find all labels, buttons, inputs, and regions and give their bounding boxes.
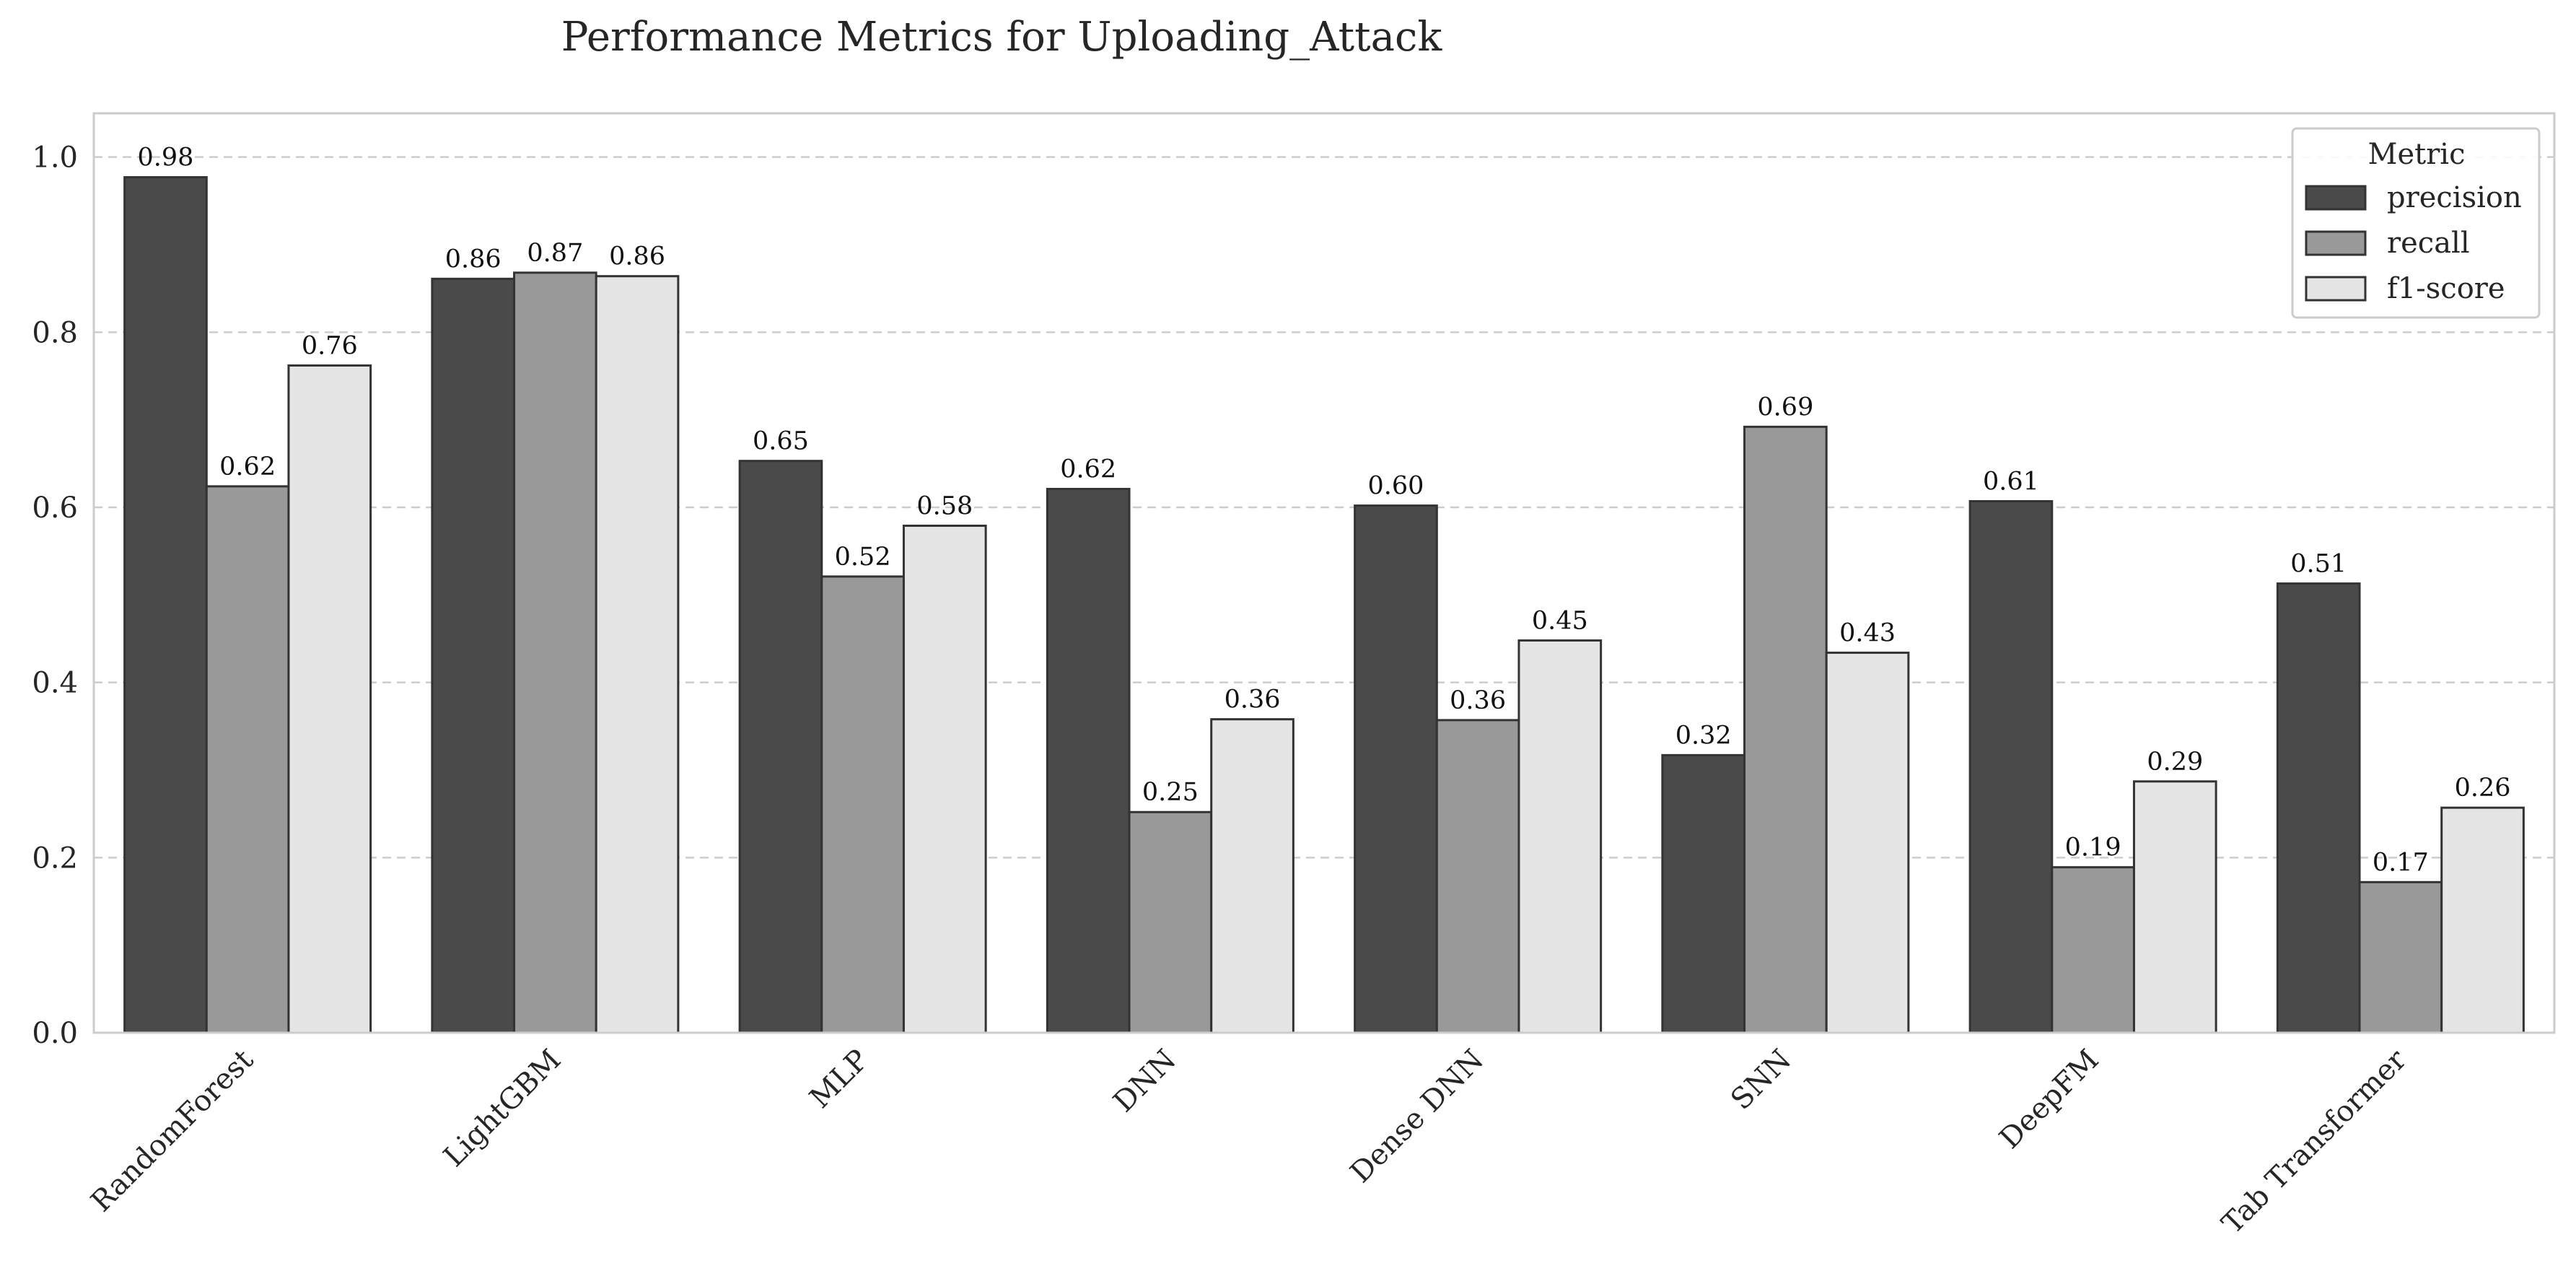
legend-items: precision recall f1-score bbox=[2305, 181, 2522, 305]
plot-frame bbox=[92, 112, 2556, 1034]
chart-title: Performance Metrics for Uploading_Attack bbox=[561, 14, 1443, 61]
x-tick-label: Dense DNN bbox=[1344, 1044, 1491, 1190]
x-axis: RandomForest LightGBM MLP DNN Dense DNN SNN De… bbox=[84, 1043, 2413, 1241]
x-tick-label: MLP bbox=[803, 1044, 875, 1115]
legend-box bbox=[2291, 127, 2541, 319]
legend-swatch-f1-score bbox=[2305, 276, 2367, 302]
data-label: 0.61 bbox=[1983, 468, 2039, 497]
bar-recall bbox=[205, 485, 290, 1034]
bars-layer bbox=[123, 176, 2525, 1034]
bar-recall bbox=[1743, 425, 1828, 1034]
data-label: 0.43 bbox=[1839, 618, 1896, 647]
y-tick-label: 0.8 bbox=[32, 316, 78, 349]
data-label: 0.98 bbox=[137, 144, 193, 172]
data-label: 0.36 bbox=[1225, 686, 1281, 714]
y-tick-label: 0.2 bbox=[32, 841, 78, 875]
data-label: 0.86 bbox=[445, 245, 501, 274]
data-label: 0.26 bbox=[2455, 774, 2511, 803]
bar-precision bbox=[1661, 753, 1746, 1034]
bar-f1-score bbox=[2440, 806, 2525, 1034]
data-label: 0.87 bbox=[527, 239, 583, 268]
bar-precision bbox=[1968, 500, 2054, 1034]
data-label: 0.52 bbox=[835, 543, 891, 572]
data-label: 0.45 bbox=[1532, 606, 1588, 635]
x-tick-label: SNN bbox=[1725, 1044, 1797, 1116]
x-tick-label: DeepFM bbox=[1993, 1044, 2105, 1155]
bar-f1-score bbox=[1210, 718, 1294, 1034]
data-label: 0.25 bbox=[1142, 778, 1199, 807]
bar-precision bbox=[2276, 582, 2361, 1034]
data-label: 0.58 bbox=[916, 491, 973, 520]
x-tick-label: DNN bbox=[1107, 1044, 1183, 1119]
data-label: 0.62 bbox=[1060, 455, 1116, 484]
bar-precision bbox=[738, 460, 823, 1034]
data-label: 0.19 bbox=[2065, 834, 2121, 862]
data-labels-layer: 0.98 0.62 0.76 0.86 0.87 0.86 0.65 0.52 0.58 0.62… bbox=[137, 144, 2510, 878]
legend-label-recall: recall bbox=[2387, 227, 2470, 260]
bar-f1-score bbox=[287, 364, 372, 1034]
bar-recall bbox=[2358, 880, 2443, 1034]
legend-label-f1-score: f1-score bbox=[2387, 272, 2505, 305]
y-tick-label: 0.0 bbox=[32, 1017, 78, 1050]
bar-f1-score bbox=[902, 524, 987, 1034]
y-axis: 0.0 0.2 0.4 0.6 0.8 1.0 bbox=[32, 141, 78, 1050]
data-label: 0.17 bbox=[2373, 848, 2429, 877]
data-label: 0.62 bbox=[219, 452, 276, 481]
bar-recall bbox=[1435, 719, 1520, 1034]
bar-f1-score bbox=[1825, 651, 1910, 1034]
legend-title: Metric bbox=[2367, 138, 2465, 171]
bar-recall bbox=[2051, 866, 2135, 1034]
bar-recall bbox=[1128, 810, 1213, 1034]
y-tick-label: 1.0 bbox=[32, 141, 78, 175]
bar-precision bbox=[1354, 504, 1438, 1034]
bar-f1-score bbox=[1517, 639, 1603, 1034]
bar-recall bbox=[513, 271, 597, 1034]
x-tick-label: Tab Transformer bbox=[2216, 1043, 2414, 1241]
legend: Metric precision recall f1-score bbox=[2291, 127, 2541, 319]
bar-f1-score bbox=[595, 275, 680, 1034]
bar-f1-score bbox=[2132, 780, 2217, 1034]
bar-precision bbox=[431, 277, 516, 1034]
data-label: 0.60 bbox=[1367, 472, 1424, 501]
y-tick-label: 0.4 bbox=[32, 667, 78, 700]
bar-precision bbox=[1046, 488, 1131, 1034]
data-label: 0.65 bbox=[753, 427, 809, 456]
data-label: 0.76 bbox=[302, 331, 358, 360]
x-tick-label: LightGBM bbox=[437, 1044, 567, 1173]
bar-recall bbox=[820, 575, 905, 1034]
legend-label-precision: precision bbox=[2387, 181, 2522, 214]
data-label: 0.86 bbox=[609, 242, 665, 271]
data-label: 0.32 bbox=[1675, 721, 1732, 750]
data-label: 0.69 bbox=[1757, 393, 1813, 421]
legend-swatch-recall bbox=[2305, 230, 2367, 256]
data-label: 0.51 bbox=[2290, 550, 2347, 579]
legend-swatch-precision bbox=[2305, 185, 2367, 211]
data-label: 0.29 bbox=[2147, 748, 2203, 777]
data-label: 0.36 bbox=[1450, 686, 1506, 715]
y-tick-label: 0.6 bbox=[32, 491, 78, 525]
x-tick-label: RandomForest bbox=[84, 1044, 260, 1219]
bar-precision bbox=[123, 176, 208, 1034]
